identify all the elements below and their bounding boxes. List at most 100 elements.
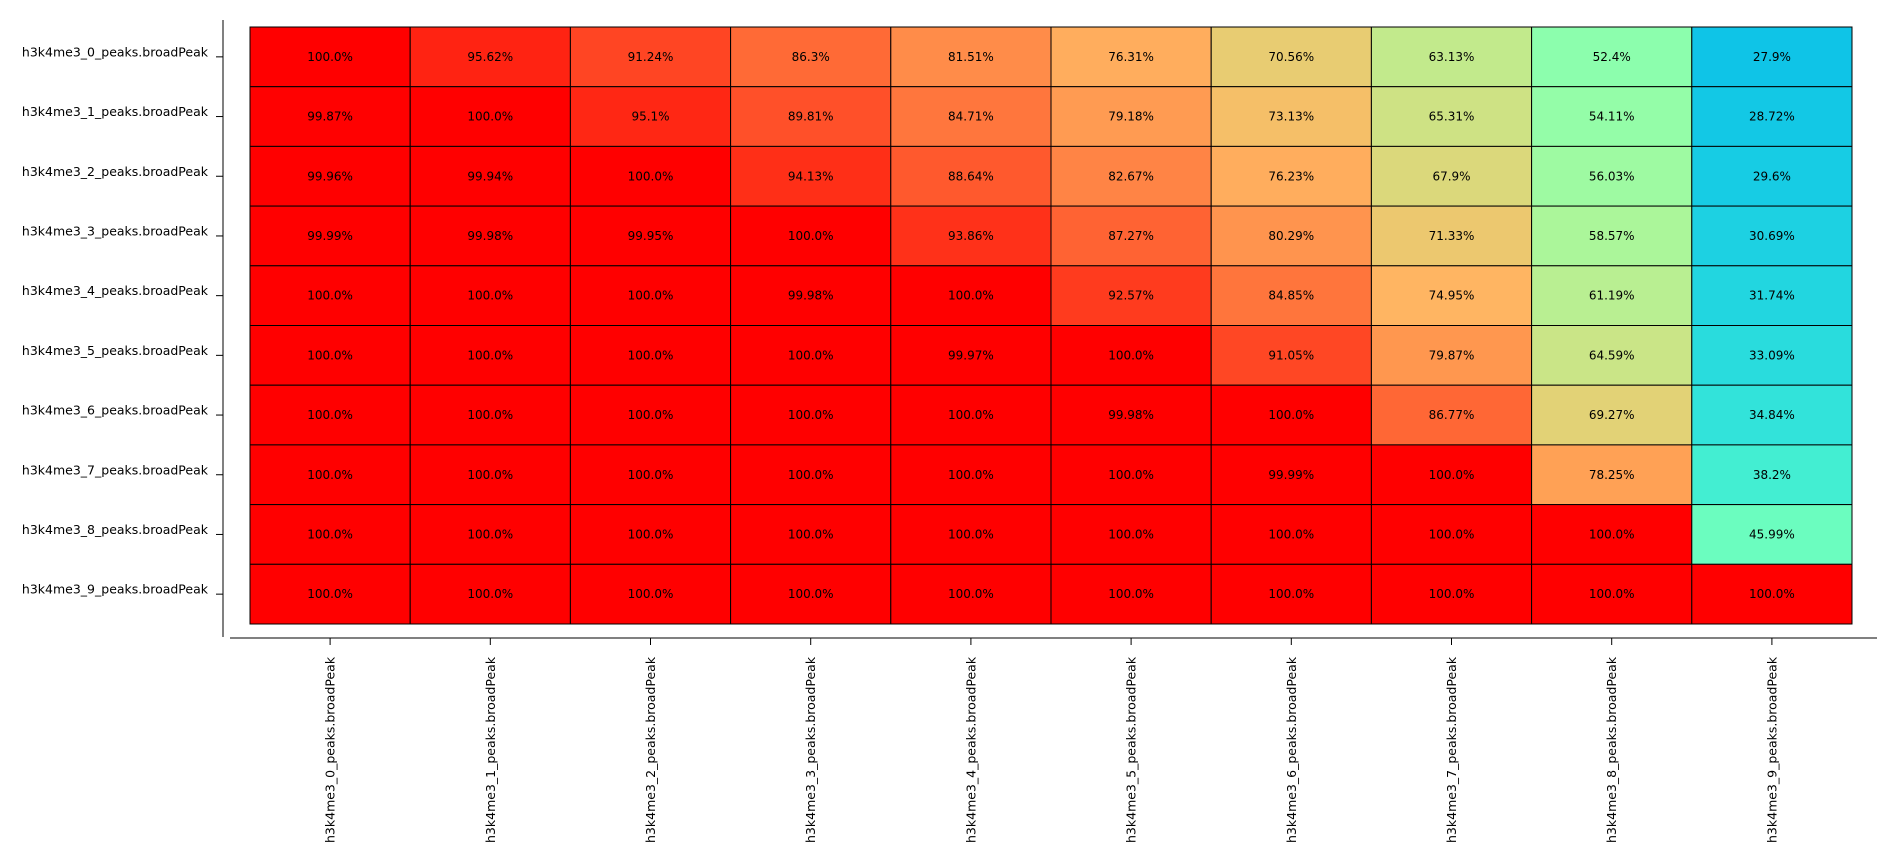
heatmap-cell: [1691, 145, 1853, 207]
heatmap-cell: [569, 504, 732, 565]
heatmap-cell: [249, 145, 411, 207]
heatmap-cell: [1050, 384, 1212, 446]
heatmap-cell: [1210, 444, 1372, 506]
cell-value-label: 100.0%: [1108, 587, 1154, 601]
cell-value-label: 100.0%: [307, 468, 353, 482]
cell-value-label: 99.99%: [307, 229, 353, 243]
heatmap-cell: [1370, 145, 1533, 207]
cell-value-label: 100.0%: [1268, 587, 1314, 601]
heatmap-cell: [1691, 444, 1853, 506]
cell-value-label: 91.05%: [1268, 348, 1314, 362]
heatmap-cell: [409, 504, 571, 565]
heatmap-cell: [409, 26, 571, 88]
cell-value-label: 71.33%: [1429, 229, 1475, 243]
y-tick-label: h3k4me3_5_peaks.broadPeak: [22, 343, 209, 358]
x-tick-label: h3k4me3_5_peaks.broadPeak: [1124, 656, 1139, 843]
heatmap-cell: [249, 384, 411, 446]
heatmap-cell: [1370, 384, 1533, 446]
cell-value-label: 100.0%: [1108, 527, 1154, 541]
heatmap-cell: [1531, 265, 1693, 326]
cell-value-label: 87.27%: [1108, 229, 1154, 243]
heatmap-cell: [1691, 504, 1853, 565]
y-tick-label: h3k4me3_4_peaks.broadPeak: [22, 283, 209, 298]
heatmap-cell: [1050, 26, 1212, 88]
cell-value-label: 100.0%: [307, 50, 353, 64]
cell-value-label: 100.0%: [1108, 348, 1154, 362]
y-tick-label: h3k4me3_9_peaks.broadPeak: [22, 582, 209, 597]
cell-value-label: 80.29%: [1268, 229, 1314, 243]
cell-value-label: 100.0%: [1589, 587, 1635, 601]
heatmap-cell: [730, 504, 892, 565]
heatmap-cell: [730, 26, 892, 88]
cell-value-label: 100.0%: [628, 587, 674, 601]
cell-value-label: 100.0%: [1108, 468, 1154, 482]
heatmap-cell: [730, 384, 892, 446]
heatmap-cell: [1691, 265, 1853, 326]
heatmap-cell: [730, 86, 892, 147]
cell-value-label: 100.0%: [1268, 527, 1314, 541]
cell-value-label: 70.56%: [1268, 50, 1314, 64]
heatmap-cell: [1691, 563, 1853, 625]
heatmap-cell: [249, 325, 411, 386]
y-tick-label: h3k4me3_0_peaks.broadPeak: [22, 44, 209, 59]
heatmap-cell: [1531, 86, 1693, 147]
x-tick-label: h3k4me3_1_peaks.broadPeak: [483, 656, 498, 843]
heatmap-cell: [569, 265, 732, 326]
y-tick-label: h3k4me3_1_peaks.broadPeak: [22, 104, 209, 119]
cell-value-label: 100.0%: [467, 587, 513, 601]
cell-value-label: 100.0%: [467, 468, 513, 482]
cell-value-label: 74.95%: [1429, 289, 1475, 303]
cell-value-label: 28.72%: [1749, 110, 1795, 124]
heatmap-cell: [890, 444, 1052, 506]
cell-value-label: 69.27%: [1589, 408, 1635, 422]
heatmap-cell: [1370, 504, 1533, 565]
heatmap-cell: [1210, 325, 1372, 386]
heatmap-cell: [1210, 205, 1372, 267]
heatmap-cell: [1370, 86, 1533, 147]
cell-value-label: 84.85%: [1268, 289, 1314, 303]
heatmap-cell: [1531, 325, 1693, 386]
cell-value-label: 54.11%: [1589, 110, 1635, 124]
cell-value-label: 100.0%: [307, 527, 353, 541]
y-tick-label: h3k4me3_3_peaks.broadPeak: [22, 223, 209, 238]
heatmap-cell: [1050, 205, 1212, 267]
heatmap-cell: [890, 504, 1052, 565]
cell-value-label: 94.13%: [788, 169, 834, 183]
heatmap-cell: [249, 563, 411, 625]
heatmap-cell: [1531, 145, 1693, 207]
cell-value-label: 65.31%: [1429, 110, 1475, 124]
y-tick-label: h3k4me3_2_peaks.broadPeak: [22, 164, 209, 179]
cell-value-label: 100.0%: [948, 408, 994, 422]
cell-value-label: 100.0%: [628, 348, 674, 362]
cell-value-label: 100.0%: [1429, 468, 1475, 482]
cell-value-label: 52.4%: [1593, 50, 1631, 64]
heatmap-cell: [1370, 444, 1533, 506]
cell-value-label: 91.24%: [628, 50, 674, 64]
y-tick-label: h3k4me3_8_peaks.broadPeak: [22, 522, 209, 537]
cell-value-label: 100.0%: [788, 229, 834, 243]
cell-value-label: 100.0%: [788, 408, 834, 422]
cell-value-label: 100.0%: [628, 527, 674, 541]
cell-value-label: 79.18%: [1108, 110, 1154, 124]
cell-value-label: 100.0%: [628, 408, 674, 422]
heatmap-cell: [1370, 205, 1533, 267]
heatmap-cell: [409, 265, 571, 326]
cell-value-label: 100.0%: [948, 587, 994, 601]
cell-value-label: 89.81%: [788, 110, 834, 124]
cell-value-label: 45.99%: [1749, 527, 1795, 541]
cell-value-label: 78.25%: [1589, 468, 1635, 482]
cell-value-label: 86.77%: [1429, 408, 1475, 422]
heatmap-cell: [1370, 265, 1533, 326]
heatmap-cell: [1691, 86, 1853, 147]
cell-value-label: 88.64%: [948, 169, 994, 183]
cell-value-label: 99.94%: [467, 169, 513, 183]
x-tick-label: h3k4me3_3_peaks.broadPeak: [803, 656, 818, 843]
cell-value-label: 100.0%: [1429, 527, 1475, 541]
heatmap-cell: [1210, 265, 1372, 326]
cell-value-label: 33.09%: [1749, 348, 1795, 362]
heatmap-cell: [409, 444, 571, 506]
x-tick-label: h3k4me3_8_peaks.broadPeak: [1604, 656, 1619, 843]
heatmap-cell: [890, 563, 1052, 625]
